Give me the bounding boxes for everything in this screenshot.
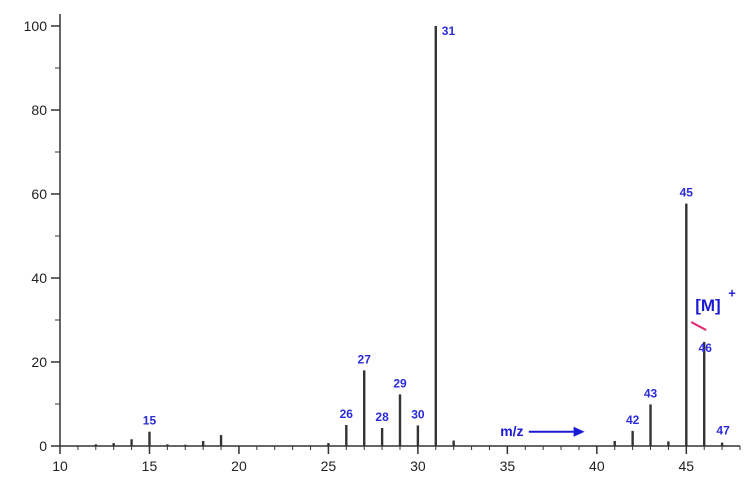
x-tick-label-20: 20 bbox=[231, 458, 247, 474]
x-tick-label-45: 45 bbox=[679, 458, 695, 474]
x-axis: 10 15 20 25 30 35 40 45 bbox=[52, 445, 741, 474]
x-tick-label-15: 15 bbox=[142, 458, 158, 474]
peak-label-31: 31 bbox=[442, 24, 456, 38]
x-tick-label-40: 40 bbox=[589, 458, 605, 474]
peak-labels: 15 26 27 28 29 30 31 42 43 45 46 47 bbox=[143, 24, 730, 438]
mz-arrow-head bbox=[573, 426, 585, 437]
peak-label-42: 42 bbox=[626, 413, 640, 427]
x-tick-label-30: 30 bbox=[410, 458, 426, 474]
y-tick-label-20: 20 bbox=[31, 354, 47, 370]
peak-label-28: 28 bbox=[375, 410, 389, 424]
mz-axis-annotation: m/z bbox=[500, 423, 523, 439]
peak-label-26: 26 bbox=[340, 407, 354, 421]
y-tick-label-60: 60 bbox=[31, 186, 47, 202]
x-tick-label-25: 25 bbox=[321, 458, 337, 474]
y-tick-label-0: 0 bbox=[39, 438, 47, 454]
molecular-ion-marker bbox=[690, 321, 707, 332]
peak-label-47: 47 bbox=[716, 424, 730, 438]
peak-label-43: 43 bbox=[644, 386, 658, 400]
x-tick-label-35: 35 bbox=[500, 458, 516, 474]
peak-label-29: 29 bbox=[393, 376, 407, 390]
y-tick-label-100: 100 bbox=[24, 18, 48, 34]
peak-label-45: 45 bbox=[680, 186, 694, 200]
spectrum-peaks bbox=[94, 26, 724, 446]
peak-label-30: 30 bbox=[411, 407, 425, 421]
peak-label-27: 27 bbox=[358, 352, 372, 366]
peak-label-15: 15 bbox=[143, 414, 157, 428]
y-axis: 0 20 40 60 80 100 bbox=[24, 14, 61, 454]
x-tick-label-10: 10 bbox=[52, 458, 68, 474]
molecular-ion-charge: + bbox=[728, 286, 736, 301]
peak-label-46: 46 bbox=[699, 341, 713, 355]
y-tick-label-80: 80 bbox=[31, 102, 47, 118]
molecular-ion-label: [M] bbox=[695, 296, 720, 315]
y-tick-label-40: 40 bbox=[31, 270, 47, 286]
annotations: m/z [M] + bbox=[500, 286, 736, 439]
